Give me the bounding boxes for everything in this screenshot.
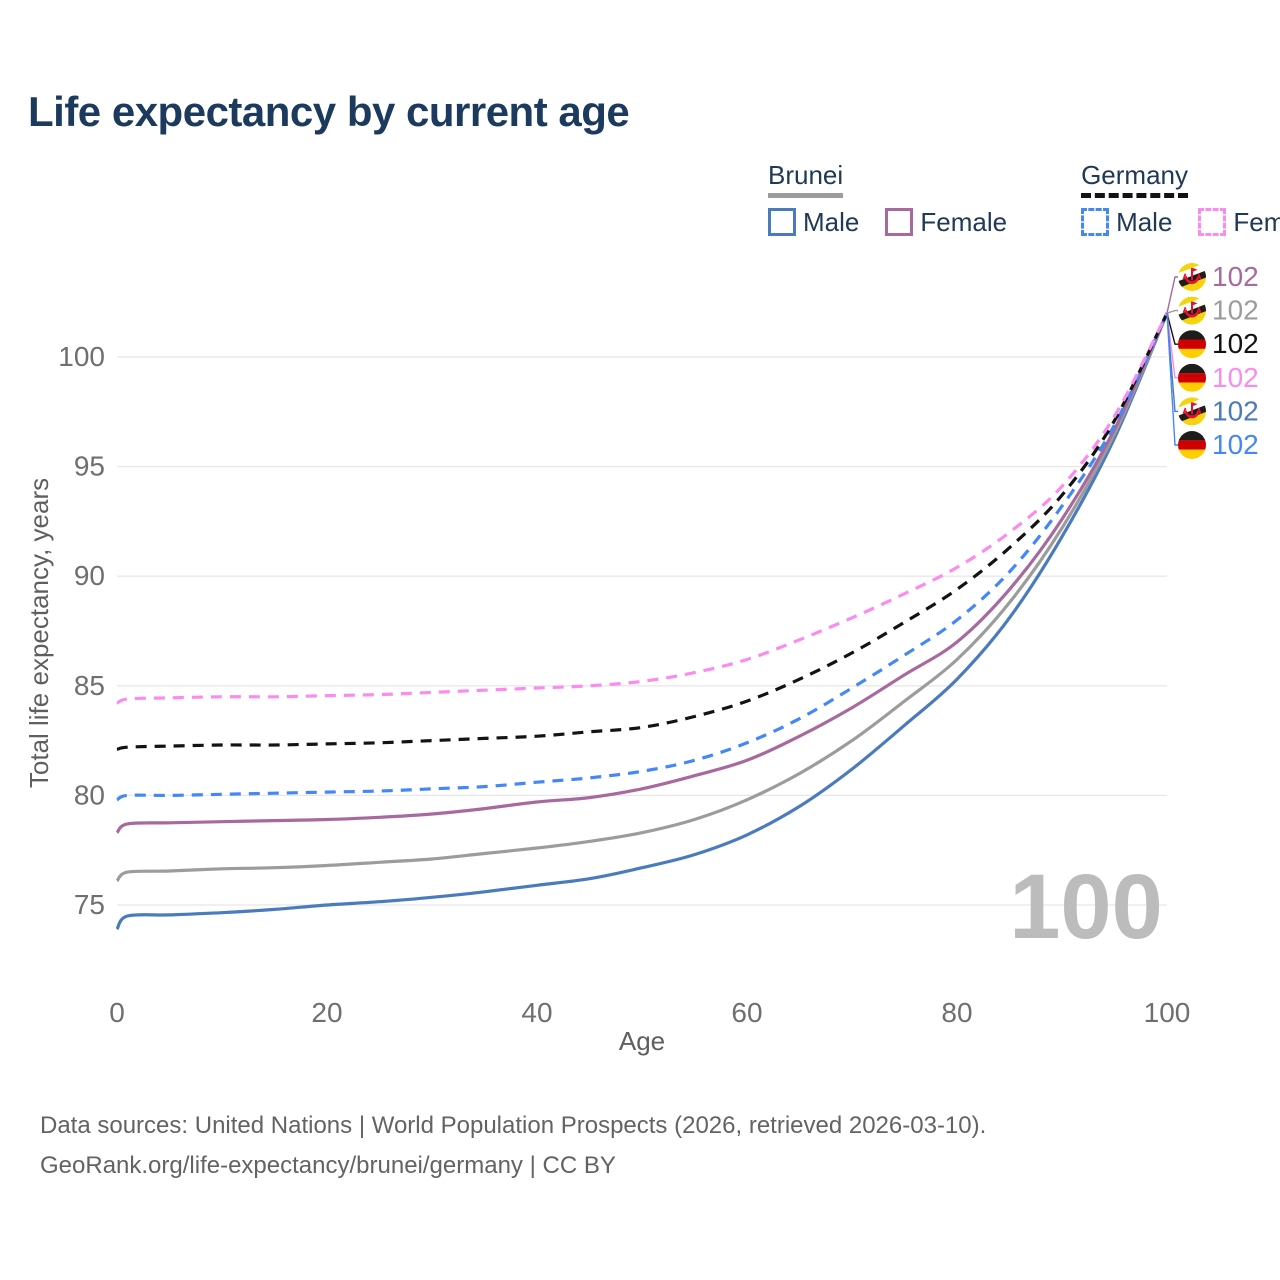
footer: Data sources: United Nations | World Pop… (40, 1106, 986, 1186)
y-tick-label: 85 (74, 670, 105, 701)
flag-icon-germany (1178, 431, 1206, 459)
legend-label-brunei-female: Female (920, 206, 1008, 237)
y-tick-label: 100 (58, 341, 105, 372)
end-value-label: 102 (1212, 295, 1259, 326)
legend-item-germany-male[interactable]: Male (1081, 207, 1172, 238)
flag-icon-germany (1178, 364, 1206, 392)
flag-icon-germany (1178, 330, 1206, 358)
legend-country-germany[interactable]: Germany (1081, 161, 1188, 198)
x-tick-label: 0 (109, 997, 125, 1028)
series-line-brunei-total[interactable] (115, 312, 1169, 883)
germany-male-swatch (1081, 208, 1110, 237)
legend-item-germany-female[interactable]: Female (1198, 207, 1280, 238)
y-tick-label: 75 (74, 889, 105, 920)
age-watermark: 100 (1009, 856, 1163, 958)
series-line-germany-female[interactable] (116, 312, 1169, 705)
data-source-line: Data sources: United Nations | World Pop… (40, 1112, 987, 1139)
legend-group-germany: Germany Male Female (1081, 161, 1280, 238)
series-line-germany-total[interactable] (116, 312, 1169, 751)
end-value-label: 102 (1212, 395, 1259, 426)
x-tick-label: 60 (731, 997, 762, 1028)
legend-label-brunei-male: Male (803, 206, 860, 237)
x-tick-label: 20 (311, 997, 342, 1028)
legend-item-brunei-female[interactable]: Female (885, 207, 1007, 238)
end-value-label: 102 (1212, 328, 1259, 359)
page-title: Life expectancy by current age (28, 88, 630, 135)
series-line-brunei-male[interactable] (115, 312, 1169, 931)
legend-item-brunei-male[interactable]: Male (768, 207, 859, 238)
y-tick-label: 80 (74, 779, 105, 810)
x-tick-label: 40 (521, 997, 552, 1028)
y-tick-label: 95 (74, 451, 105, 482)
legend-label-germany-male: Male (1116, 206, 1173, 237)
legend-group-brunei: Brunei Male Female (768, 161, 1007, 238)
y-tick-label: 90 (74, 560, 105, 591)
end-value-label: 102 (1212, 429, 1259, 460)
legend-country-brunei[interactable]: Brunei (768, 161, 844, 198)
attribution-line: GeoRank.org/life-expectancy/brunei/germa… (40, 1152, 616, 1179)
x-tick-label: 100 (1144, 997, 1191, 1028)
legend-label-germany-female: Female (1233, 206, 1280, 237)
y-axis-title: Total life expectancy, years (24, 478, 54, 788)
series-line-germany-male[interactable] (116, 312, 1169, 802)
x-axis-title: Age (619, 1026, 665, 1056)
brunei-male-swatch (768, 208, 796, 237)
end-value-label: 102 (1212, 261, 1259, 292)
brunei-female-swatch (885, 208, 914, 237)
series-line-brunei-female[interactable] (115, 312, 1169, 834)
x-tick-label: 80 (941, 997, 972, 1028)
end-value-label: 102 (1212, 362, 1259, 393)
germany-female-swatch (1198, 208, 1227, 237)
legend: Brunei Male Female Germany Male (768, 161, 1280, 238)
